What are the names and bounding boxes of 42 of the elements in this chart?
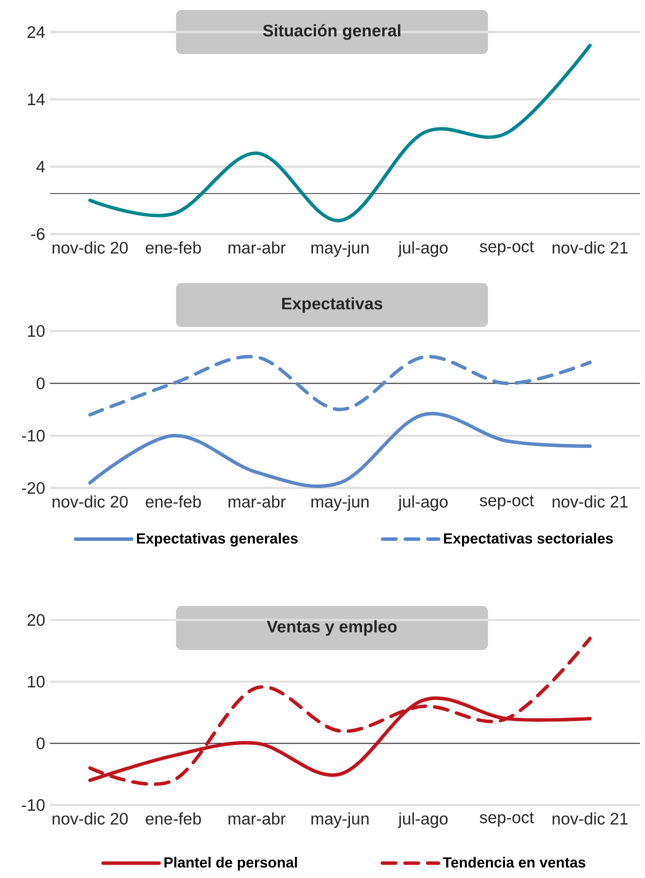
chart-title: Expectativas — [282, 297, 382, 313]
x-tick-label: nov-dic 21 — [552, 241, 628, 254]
x-tick-label: ene-feb — [146, 241, 201, 254]
x-tick-label: sep-oct — [480, 241, 534, 256]
x-tick-label: ene-feb — [146, 495, 201, 508]
x-tick-label: jul-ago — [398, 241, 448, 257]
line-series — [88, 354, 592, 416]
y-tick-label: 10 — [28, 676, 45, 688]
y-tick-label: 4 — [36, 160, 45, 172]
y-tick-label: -20 — [22, 482, 45, 494]
x-tick-label: mar-abr — [228, 495, 286, 508]
x-tick-label: ene-feb — [146, 812, 201, 825]
legend-label: Expectativas sectoriales — [444, 532, 613, 547]
x-tick-label: jul-ago — [398, 495, 448, 511]
x-tick-label: nov-dic 20 — [52, 812, 128, 825]
legend-label: Plantel de personal — [164, 856, 297, 870]
y-tick-label: -10 — [22, 430, 45, 442]
x-tick-label: sep-oct — [480, 812, 534, 827]
y-tick-label: 24 — [28, 26, 45, 38]
x-tick-label: may-jun — [311, 812, 369, 828]
y-tick-label: -10 — [22, 799, 45, 811]
line-series — [88, 44, 592, 222]
y-tick-label: -6 — [31, 228, 45, 240]
chart-title: Ventas y empleo — [266, 620, 397, 636]
legend-label: Expectativas generales — [136, 532, 298, 547]
x-tick-label: may-jun — [311, 241, 369, 257]
x-tick-label: may-jun — [311, 495, 369, 511]
y-tick-label: 20 — [28, 614, 45, 626]
x-tick-label: nov-dic 20 — [52, 495, 128, 508]
chart-title: Situación general — [263, 24, 400, 40]
x-tick-label: mar-abr — [228, 241, 286, 254]
y-tick-label: 0 — [36, 737, 45, 750]
legend-label: Tendencia en ventas — [442, 856, 586, 868]
x-tick-label: sep-oct — [480, 495, 534, 510]
x-tick-label: jul-ago — [398, 812, 448, 828]
y-tick-label: 0 — [36, 377, 45, 390]
y-tick-label: 14 — [28, 94, 45, 106]
x-tick-label: nov-dic 20 — [52, 241, 128, 254]
x-tick-label: nov-dic 21 — [552, 495, 628, 508]
y-tick-label: 10 — [28, 325, 45, 337]
x-tick-label: mar-abr — [228, 812, 286, 825]
x-tick-label: nov-dic 21 — [552, 812, 628, 825]
